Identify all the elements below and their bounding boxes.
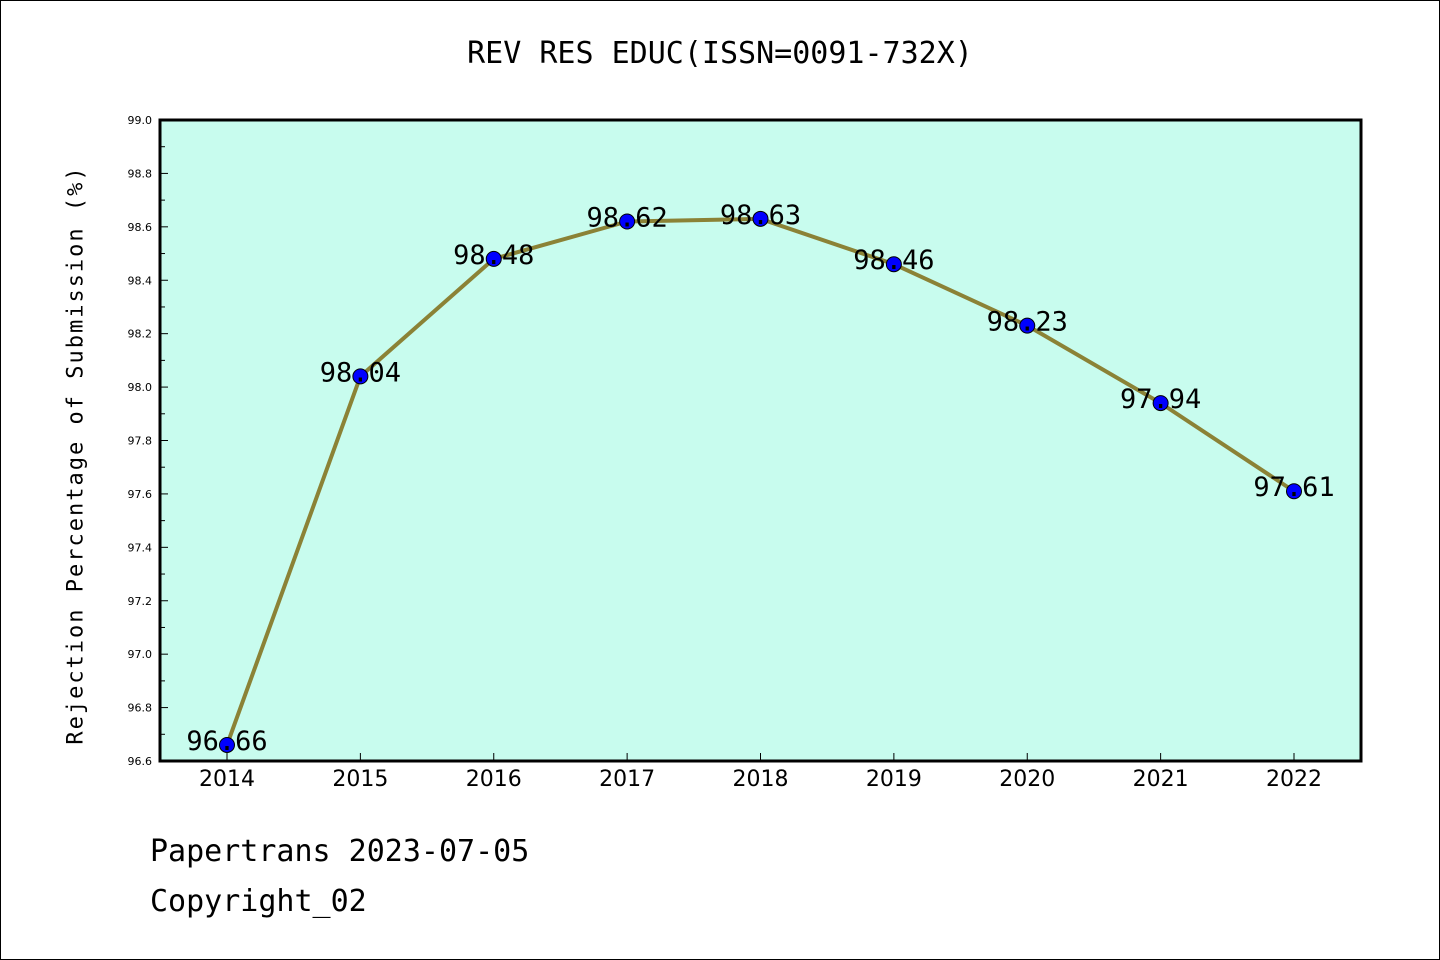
y-tick-label: 97.2 — [128, 595, 153, 608]
data-point — [1019, 317, 1036, 334]
data-point — [485, 250, 502, 267]
footer-copyright: Copyright_02 — [150, 884, 367, 919]
x-tick-label: 2016 — [466, 767, 522, 792]
data-label: 97.61 — [1253, 472, 1334, 503]
data-label: 98.46 — [853, 245, 934, 276]
y-tick-label: 98.0 — [128, 381, 153, 394]
data-point — [885, 256, 902, 273]
data-label: 98.62 — [586, 202, 667, 233]
data-label: 98.48 — [453, 240, 534, 271]
data-point — [752, 210, 769, 227]
y-axis: 96.6 96.8 97.0 97.2 97.4 97.6 97.8 98.0 98.2 98.4… — [128, 114, 168, 768]
data-point — [219, 736, 235, 753]
y-tick-label: 97.4 — [128, 541, 153, 554]
data-point — [1152, 395, 1169, 412]
y-tick-label: 96.8 — [128, 702, 153, 715]
x-tick-label: 2018 — [733, 767, 789, 792]
x-tick-label: 2014 — [199, 767, 255, 792]
y-tick-label: 98.6 — [128, 221, 153, 234]
y-tick-label: 97.0 — [128, 648, 153, 661]
data-point — [352, 368, 369, 385]
data-point — [1286, 483, 1302, 500]
data-label: 98.04 — [320, 357, 401, 388]
data-labels: 96.66 98.04 98.48 98.62 98.63 98.46 98.23 97.94… — [186, 200, 1334, 757]
data-point — [619, 213, 636, 230]
x-tick-label: 2017 — [599, 767, 655, 792]
x-tick-label: 2015 — [332, 767, 388, 792]
x-tick-label: 2021 — [1133, 767, 1189, 792]
y-tick-label: 98.2 — [128, 328, 153, 341]
x-tick-label: 2022 — [1266, 767, 1322, 792]
plot-area — [158, 118, 1363, 763]
y-tick-label: 97.8 — [128, 435, 153, 448]
data-label: 97.94 — [1120, 384, 1201, 415]
y-tick-label: 99.0 — [128, 114, 153, 127]
y-tick-label: 98.8 — [128, 167, 153, 180]
y-tick-label: 97.6 — [128, 488, 153, 501]
x-tick-label: 2020 — [999, 767, 1055, 792]
data-label: 96.66 — [186, 726, 267, 757]
x-tick-label: 2019 — [866, 767, 922, 792]
chart-title: REV RES EDUC(ISSN=0091-732X) — [467, 36, 973, 71]
y-tick-label: 96.6 — [128, 755, 153, 768]
y-tick-label: 98.4 — [128, 274, 153, 287]
footer-source: Papertrans 2023-07-05 — [150, 834, 530, 869]
data-label: 98.23 — [987, 307, 1068, 338]
series — [219, 210, 1302, 753]
x-axis: 2014 2015 2016 2017 2018 2019 2020 2021 2022 — [199, 753, 1322, 792]
data-label: 98.63 — [720, 200, 801, 231]
